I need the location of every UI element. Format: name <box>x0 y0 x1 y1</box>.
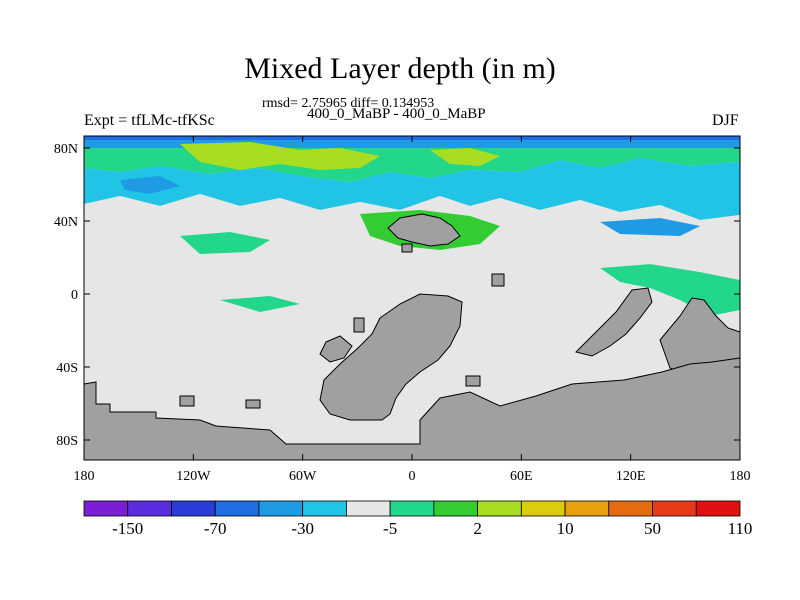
colorbar: -150 -70 -30 -5 2 10 50 110 <box>83 500 753 538</box>
colorbar-swatch <box>652 500 697 517</box>
colorbar-label: 2 <box>473 519 482 538</box>
longitude-axis: 180 120W 60W 0 60E 120E 180 <box>74 136 751 484</box>
colorbar-swatch <box>83 500 129 517</box>
colorbar-label: -30 <box>291 519 314 538</box>
equatorial-green <box>220 296 300 312</box>
colorbar-swatch <box>477 500 522 517</box>
x-tick-label: 120W <box>176 469 211 484</box>
y-tick-label: 0 <box>71 288 78 303</box>
colorbar-swatch <box>171 500 216 517</box>
colorbar-label: -5 <box>383 519 397 538</box>
landmass-south-america <box>319 335 353 363</box>
colorbar-swatch <box>564 500 610 517</box>
colorbar-swatch <box>214 500 260 517</box>
colorbar-swatch <box>302 500 347 517</box>
latitude-axis: 80N 40N 0 40S 80S <box>54 142 740 449</box>
north-lime-patch <box>180 142 380 170</box>
x-tick-label: 180 <box>730 469 751 484</box>
landmass-island-4 <box>491 273 505 287</box>
experiment-label: Expt = tfLMc-tfKSc <box>84 112 215 129</box>
colorbar-label: 10 <box>557 519 574 538</box>
landmass-europe <box>387 213 461 247</box>
north-lime-patch-2 <box>430 148 500 166</box>
x-tick-label: 60W <box>289 469 317 484</box>
colorbar-swatch <box>258 500 304 517</box>
x-tick-label: 180 <box>74 469 95 484</box>
landmass-africa <box>319 293 463 421</box>
nw-blue-patch <box>120 176 180 194</box>
landmass-antarctica <box>83 357 741 461</box>
colorbar-swatch <box>127 500 172 517</box>
map-title: Mixed Layer depth (in m) <box>244 52 556 85</box>
colorbar-swatch <box>389 500 435 517</box>
equatorial-cyan <box>84 264 170 280</box>
north-blue-band <box>84 158 740 220</box>
colorbar-swatch <box>520 500 566 517</box>
landmass-island-1 <box>179 395 195 407</box>
x-tick-label: 60E <box>510 469 533 484</box>
y-tick-label: 40S <box>56 361 78 376</box>
colorbar-label: 110 <box>728 519 753 538</box>
landmass-island-2 <box>245 399 261 409</box>
colorbar-swatch <box>433 500 479 517</box>
experiment-subtitle: 400_0_MaBP - 400_0_MaBP <box>307 106 486 122</box>
x-tick-label: 120E <box>616 469 646 484</box>
landmass-asia-pacific <box>575 287 653 357</box>
y-tick-label: 80N <box>54 142 78 157</box>
colorbar-swatch <box>695 500 741 517</box>
colorbar-swatch <box>345 500 391 517</box>
ne-blue-patch <box>600 218 700 236</box>
colorbar-label: -70 <box>204 519 227 538</box>
y-tick-label: 40N <box>54 215 78 230</box>
season-label: DJF <box>712 112 739 129</box>
east-pacific-cyan <box>560 256 740 280</box>
rmsd-diff-stats: rmsd= 2.75965 diff= 0.134953 <box>262 96 435 111</box>
landmass-island-6 <box>401 243 413 253</box>
colorbar-label: -150 <box>112 519 143 538</box>
colorbar-swatch <box>608 500 653 517</box>
x-tick-label: 0 <box>409 469 416 484</box>
colorbar-label: 50 <box>644 519 661 538</box>
mid-green-patch-2 <box>180 232 270 254</box>
land-masses <box>83 213 741 461</box>
y-tick-label: 80S <box>56 434 78 449</box>
map-panel: 180 120W 60W 0 60E 120E 180 80N 40N 0 40S 80S <box>54 135 751 484</box>
landmass-island-3 <box>353 317 365 333</box>
landmass-island-5 <box>465 375 481 387</box>
